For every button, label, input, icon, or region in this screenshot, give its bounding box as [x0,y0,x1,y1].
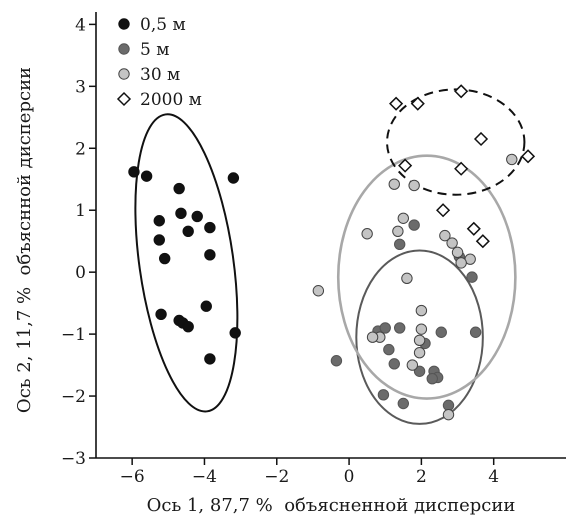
data-point [413,346,426,359]
x-tick-label: 2 [416,467,427,487]
y-tick-label: −1 [61,325,86,345]
data-point [473,131,489,147]
y-tick-label: 0 [75,263,86,283]
data-point [361,228,373,240]
data-point [204,249,216,261]
legend-label: 5 м [140,40,169,60]
data-point [413,334,426,347]
data-point [415,304,428,317]
data-point [397,397,410,410]
data-point [182,320,194,333]
data-point [408,179,420,192]
data-point [204,221,216,234]
data-point [397,212,410,224]
data-point [475,234,490,249]
data-point [435,326,447,338]
data-point [446,237,458,249]
legend-label: 2000 м [140,90,202,110]
data-point [392,225,404,237]
data-point [466,221,481,236]
data-point [173,182,185,195]
legend-marker [118,18,130,30]
legend-label: 30 м [140,65,180,85]
data-point [455,257,467,269]
data-point [413,365,426,377]
data-point [410,96,425,111]
data-point [520,149,536,164]
data-point [393,322,406,334]
data-point [312,285,325,297]
data-point [506,153,518,166]
legend: 0,5 м 5 м 30 м 2000 м [116,15,202,110]
data-point [393,238,406,250]
legend-marker [116,91,132,107]
x-tick-label: 0 [344,467,355,487]
data-point [466,271,478,283]
data-point [140,170,153,182]
data-point [408,219,420,231]
data-point [175,207,187,220]
data-point [204,353,216,365]
data-point [388,358,400,370]
y-tick-label: −3 [61,449,86,469]
data-point [200,300,212,312]
data-point [406,359,419,371]
data-point [383,343,395,356]
data-point [415,323,428,335]
data-point [229,327,241,339]
data-points [128,84,536,421]
data-point [398,158,413,173]
data-point [451,246,464,259]
data-point [388,178,400,190]
data-point [158,252,171,265]
ellipse-30-м [336,154,517,400]
data-point [469,326,482,338]
x-ticks: −6 −4 −2 0 2 4 [120,458,499,487]
y-axis-title: Ось 2, 11,7 % объяснной дисперсии [14,67,35,413]
x-tick-label: −2 [264,467,289,487]
data-point [191,210,203,223]
x-tick-label: 4 [488,467,499,487]
data-point [377,389,390,401]
y-tick-label: 4 [75,15,86,35]
data-point [182,225,194,237]
y-tick-label: 3 [75,77,86,97]
legend-marker [118,68,130,80]
confidence-ellipses [134,88,526,425]
ellipse-0-5-м [134,113,239,413]
data-point [436,203,451,218]
ellipse-2000-м [386,88,526,196]
x-tick-label: −4 [192,467,217,487]
data-point [426,373,438,385]
data-point [401,272,413,285]
data-point [153,234,165,246]
data-point [454,84,469,99]
x-tick-label: −6 [120,467,145,487]
y-tick-label: 2 [75,139,86,159]
data-point [442,408,455,421]
data-point [366,331,379,343]
data-point [389,96,404,111]
data-point [227,172,240,184]
y-ticks: −3 −2 −1 0 1 2 3 4 [61,15,96,469]
y-tick-label: 1 [75,201,86,221]
data-point [379,322,391,334]
data-point [153,215,165,227]
data-point [439,229,451,242]
data-point [454,161,469,176]
data-point [155,308,167,320]
legend-marker [118,43,130,55]
data-point [128,166,140,178]
ellipse-5-м [355,249,484,425]
legend-label: 0,5 м [140,15,186,35]
x-axis-title: Ось 1, 87,7 % объясненной дисперсии [147,495,516,516]
data-point [330,355,343,367]
y-tick-label: −2 [61,387,86,407]
